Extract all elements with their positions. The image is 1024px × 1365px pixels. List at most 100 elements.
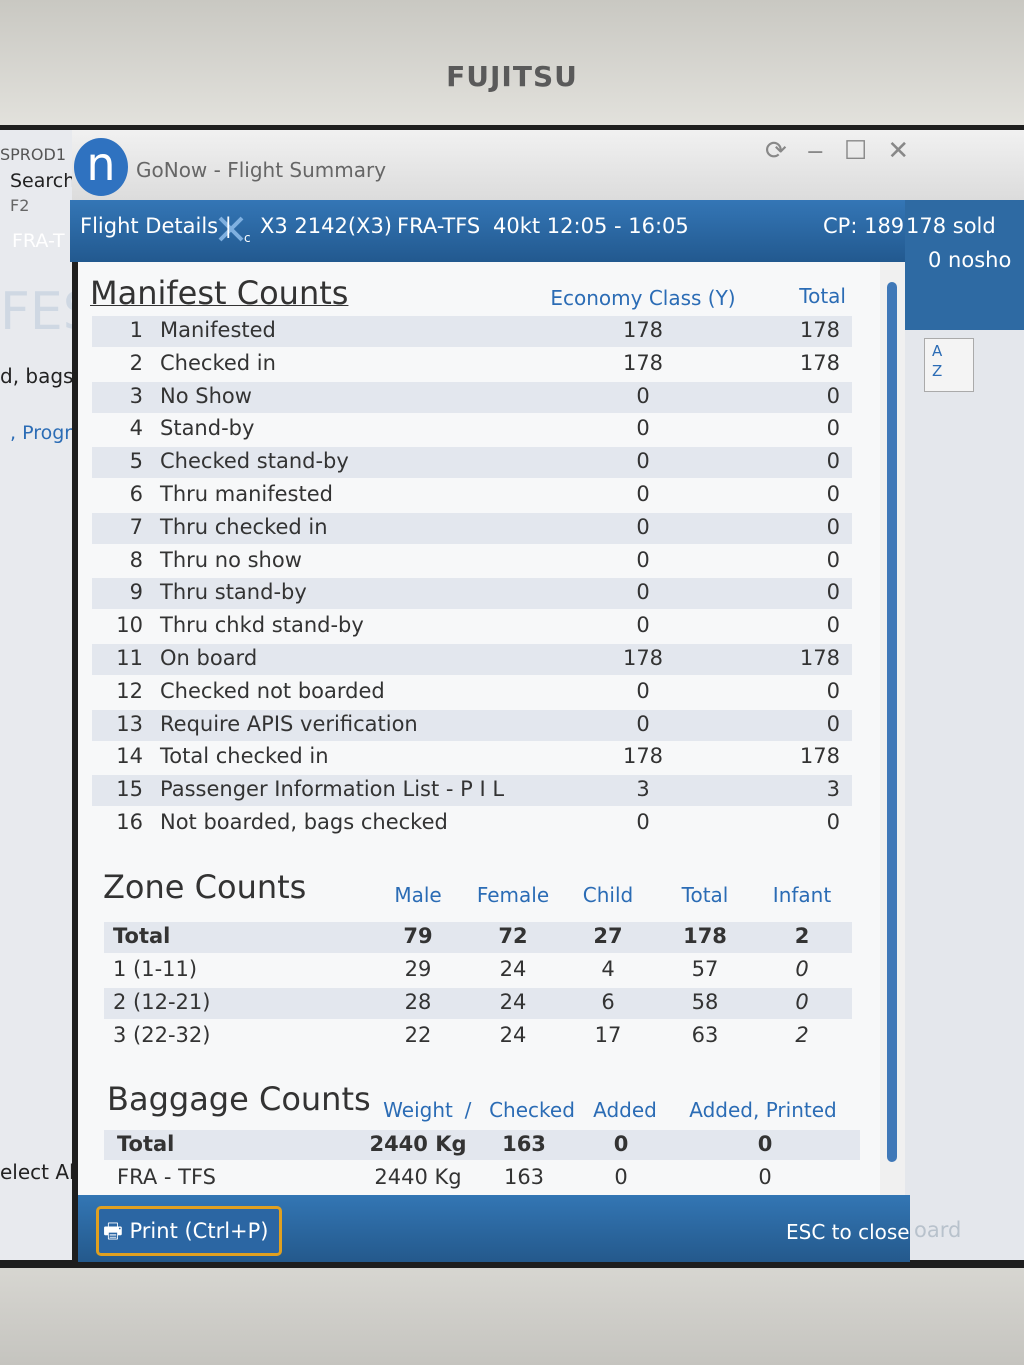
background-text: elect Al [0, 1160, 72, 1184]
row-number: 5 [129, 449, 143, 474]
zone-value: 4 [601, 957, 615, 981]
baggage-value: 2440 Kg [369, 1132, 467, 1156]
background-text: 178 sold [906, 214, 996, 238]
zone-value: 57 [691, 957, 719, 981]
row-label: Checked in [160, 350, 276, 375]
scroll-thumb[interactable] [887, 282, 897, 1162]
row-value: 0 [636, 449, 650, 474]
row-label: Stand-by [160, 416, 255, 441]
row-value: 0 [826, 416, 840, 441]
sort-icon-letter[interactable]: Z [932, 362, 943, 380]
zone-value: 63 [691, 1023, 719, 1047]
zone-value: 2 [794, 924, 810, 948]
row-value: 178 [622, 646, 664, 670]
zone-value: 2 [795, 1023, 809, 1047]
row-value: 0 [636, 482, 650, 506]
row-value: 0 [826, 678, 840, 703]
row-label: Checked not boarded [160, 678, 385, 703]
row-stripe [92, 644, 852, 675]
baggage-value: 0 [614, 1165, 628, 1189]
header-flight: X3 2142(X3) [260, 214, 392, 238]
row-number: 10 [116, 613, 143, 638]
column-header: Economy Class (Y) [550, 286, 736, 310]
svg-text:c: c [244, 231, 251, 244]
row-value: 0 [636, 580, 650, 605]
row-number: 11 [116, 646, 143, 670]
row-value: 0 [826, 547, 840, 572]
row-stripe [92, 512, 852, 544]
background-text: oard [914, 1218, 962, 1242]
title-bar [72, 130, 1024, 200]
background-text: d, bags [0, 364, 72, 388]
baggage-label: FRA - TFS [117, 1165, 216, 1189]
column-header: Total [799, 284, 846, 308]
row-number: 12 [116, 678, 143, 703]
background-text: F2 [10, 196, 30, 215]
row-value: 0 [826, 514, 840, 539]
row-number: 2 [129, 350, 143, 375]
row-stripe [92, 447, 852, 479]
row-value: 0 [826, 613, 840, 638]
row-label: Total checked in [160, 744, 329, 769]
row-number: 6 [129, 482, 143, 506]
background-text: Search [10, 170, 72, 192]
row-stripe [104, 988, 852, 1019]
row-value: 0 [636, 678, 650, 703]
column-header: Male [394, 883, 442, 907]
row-label: Thru checked in [160, 514, 328, 539]
section-title: Manifest Counts [90, 274, 349, 312]
row-label: No Show [160, 383, 252, 408]
zone-value: 72 [498, 924, 528, 948]
zone-value: 0 [795, 990, 809, 1014]
header-route: FRA-TFS [397, 214, 481, 238]
row-label: Require APIS verification [160, 711, 418, 736]
zone-value: 29 [404, 957, 432, 981]
row-value: 3 [636, 777, 650, 802]
row-number: 13 [116, 711, 143, 736]
zone-value: 22 [404, 1023, 432, 1047]
background-text: FRA-T [12, 230, 65, 252]
row-number: 7 [129, 514, 143, 539]
row-label: On board [160, 646, 258, 670]
row-number: 8 [129, 547, 143, 572]
zone-label: 3 (22-32) [113, 1023, 211, 1047]
baggage-value: 163 [503, 1165, 545, 1189]
column-header: Added, Printed [689, 1098, 837, 1122]
row-value: 0 [826, 711, 840, 736]
sort-icon-letter[interactable]: A [932, 342, 943, 360]
sort-button[interactable] [924, 338, 974, 392]
window-title: GoNow - Flight Summary [136, 158, 387, 182]
row-stripe [104, 922, 852, 953]
row-number: 16 [116, 810, 143, 834]
row-label: Manifested [160, 318, 276, 342]
baggage-value: 0 [613, 1132, 629, 1156]
zone-value: 0 [795, 957, 809, 981]
header-time: 40kt 12:05 - 16:05 [493, 214, 689, 238]
window-controls[interactable]: ⟳ ‒ ☐ ✕ [765, 136, 916, 166]
column-header: Added [593, 1098, 657, 1122]
row-label: Thru chkd stand-by [160, 613, 364, 638]
zone-label: 1 (1-11) [113, 957, 198, 981]
zone-value: 24 [499, 957, 527, 981]
row-value: 178 [799, 350, 840, 375]
monitor-bezel [0, 0, 1024, 125]
column-header: Child [582, 883, 634, 907]
row-value: 3 [826, 777, 840, 802]
column-header: Weight [383, 1098, 453, 1122]
row-stripe [104, 1130, 860, 1160]
zone-value: 28 [404, 990, 432, 1014]
row-value: 178 [799, 646, 840, 670]
zone-value: 6 [601, 990, 615, 1014]
column-header: / [464, 1098, 472, 1122]
row-stripe [92, 381, 852, 413]
row-label: Thru stand-by [160, 580, 307, 605]
print-button[interactable]: 🖶 Print (Ctrl+P) [96, 1206, 282, 1256]
background-text: SPROD1 [0, 145, 67, 164]
zone-value: 17 [594, 1023, 622, 1047]
row-stripe [92, 709, 852, 741]
row-value: 178 [799, 744, 840, 769]
row-label: Passenger Information List - P I L [160, 777, 505, 802]
row-value: 178 [622, 318, 664, 342]
print-label[interactable]: Print (Ctrl+P) [129, 1219, 269, 1243]
zone-value: 24 [499, 1023, 527, 1047]
